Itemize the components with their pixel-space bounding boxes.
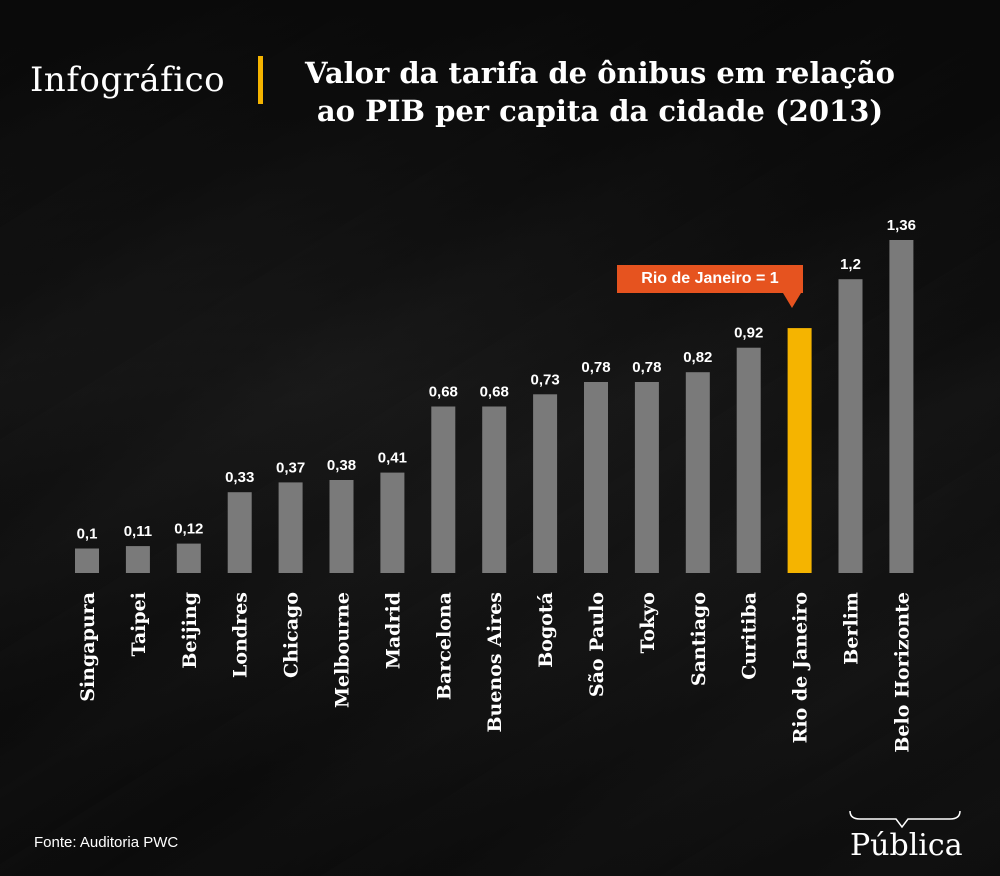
- category-label: Londres: [230, 592, 252, 678]
- bar-value-label: 0,38: [327, 457, 356, 474]
- category-label: Belo Horizonte: [891, 592, 913, 753]
- bar-value-label: 0,41: [378, 450, 407, 467]
- category-label: Bogotá: [535, 592, 557, 668]
- category-label: Singapura: [77, 592, 99, 702]
- category-label: Curitiba: [739, 592, 761, 680]
- bar-value-label: 0,68: [429, 384, 458, 401]
- bar: [380, 472, 405, 573]
- bar: [838, 279, 863, 573]
- bar: [125, 546, 150, 573]
- callout-pointer: [783, 293, 801, 308]
- category-label: Chicago: [281, 592, 303, 678]
- category-label: Beijing: [179, 592, 201, 669]
- bar: [227, 492, 252, 573]
- bar: [75, 548, 99, 573]
- category-label: Berlim: [841, 592, 863, 665]
- category-label: Melbourne: [332, 592, 354, 708]
- category-label: Taipei: [128, 592, 150, 656]
- header-divider: [258, 56, 263, 104]
- category-label: Barcelona: [433, 592, 455, 700]
- bar: [584, 382, 608, 573]
- bar-value-label: 0,82: [683, 349, 712, 366]
- bar: [533, 394, 558, 573]
- bar-highlight: [787, 328, 812, 573]
- bar: [889, 240, 914, 573]
- bar: [176, 543, 201, 573]
- logo-mark-icon: [849, 810, 961, 829]
- bar-value-label: 0,33: [225, 469, 254, 486]
- chart-title-line-2: ao PIB per capita da cidade (2013): [316, 94, 884, 128]
- bar-value-label: 0,11: [124, 523, 152, 540]
- bar-value-label: 0,37: [276, 459, 305, 476]
- bar: [736, 347, 761, 573]
- chart-title-line-1: Valor da tarifa de ônibus em relação: [305, 56, 895, 90]
- highlight-callout: Rio de Janeiro = 1: [617, 265, 803, 293]
- bar-value-label: 0,1: [77, 526, 98, 543]
- bar: [482, 406, 507, 573]
- bar-value-label: 0,73: [530, 371, 559, 388]
- bar: [634, 382, 659, 573]
- bar-value-label: 0,78: [632, 359, 661, 376]
- publisher-logo: Pública: [850, 828, 963, 863]
- category-label: Rio de Janeiro: [790, 592, 812, 743]
- bar-value-label: 0,92: [734, 325, 763, 342]
- bar-value-label: 0,68: [480, 384, 509, 401]
- bar: [329, 480, 354, 573]
- category-label: Madrid: [382, 592, 404, 669]
- bar-value-label: 1,36: [887, 217, 916, 234]
- bar-value-label: 0,78: [581, 359, 610, 376]
- bar: [685, 372, 710, 573]
- bar-value-label: 1,2: [840, 256, 861, 273]
- category-label: Buenos Aires: [484, 592, 506, 733]
- bar: [278, 482, 303, 573]
- category-label: São Paulo: [586, 592, 608, 697]
- bar-value-label: 0,12: [174, 521, 203, 538]
- category-label: Santiago: [688, 592, 710, 686]
- category-label: Tokyo: [637, 592, 659, 654]
- source-note: Fonte: Auditoria PWC: [34, 834, 179, 851]
- header-label: Infográfico: [30, 60, 226, 100]
- bar: [431, 406, 456, 573]
